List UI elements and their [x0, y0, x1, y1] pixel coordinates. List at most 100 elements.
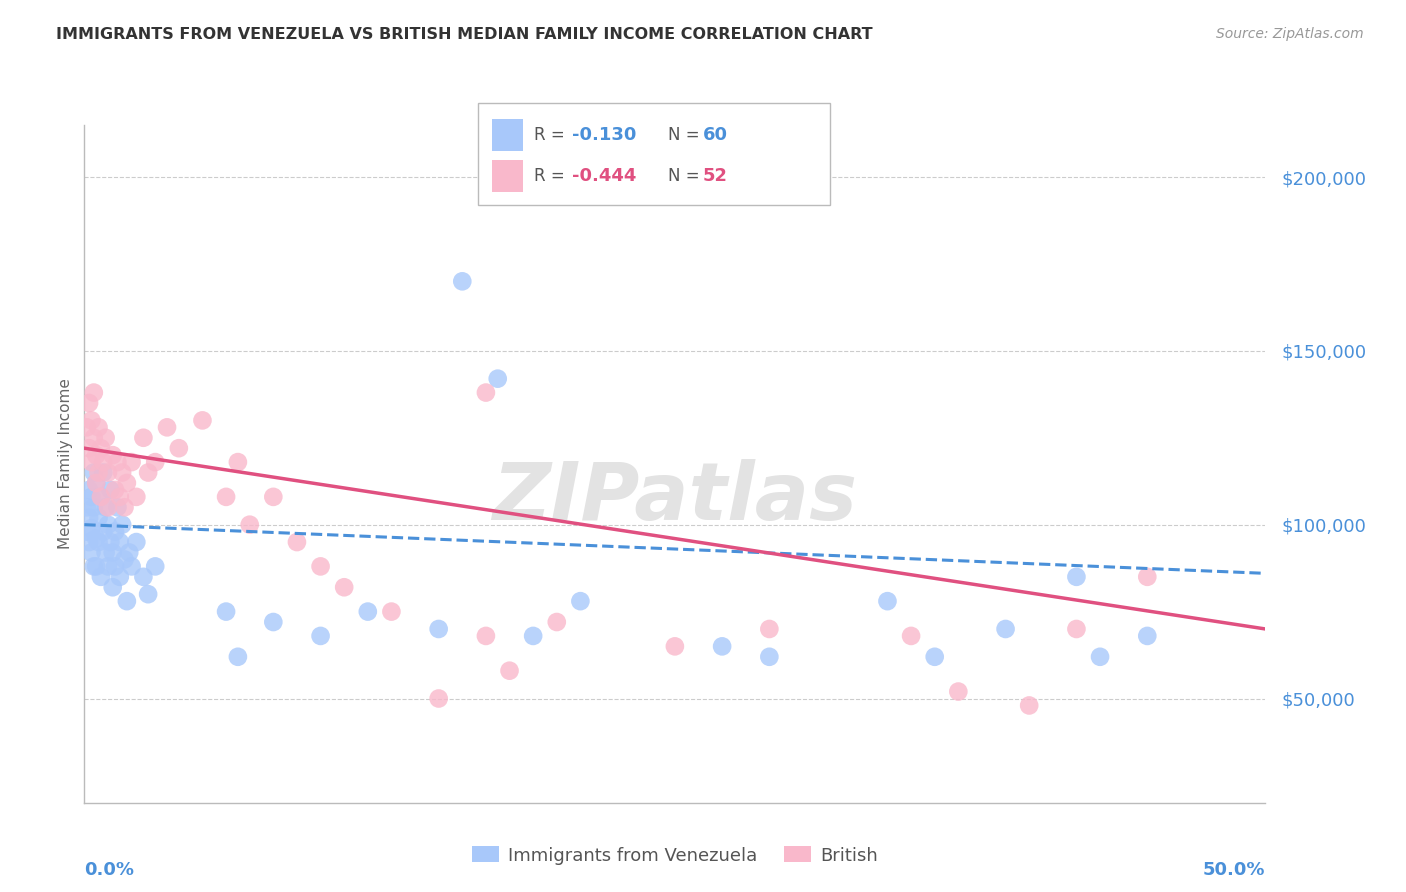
- Point: [900, 629, 922, 643]
- Point: [191, 413, 214, 427]
- Point: [80, 455, 103, 469]
- Point: [132, 431, 155, 445]
- Point: [285, 535, 308, 549]
- Point: [132, 570, 155, 584]
- Point: [758, 649, 780, 664]
- Point: [90, 570, 112, 584]
- Point: [226, 649, 249, 664]
- Text: ZIPatlas: ZIPatlas: [492, 458, 858, 537]
- Point: [94, 431, 117, 445]
- Point: [83, 431, 105, 445]
- Point: [262, 615, 284, 629]
- Point: [475, 385, 498, 400]
- Point: [215, 490, 238, 504]
- Point: [87, 420, 110, 434]
- Point: [427, 691, 450, 706]
- Point: [948, 684, 970, 698]
- Point: [1088, 649, 1111, 664]
- Point: [77, 535, 100, 549]
- Point: [83, 385, 105, 400]
- Point: [84, 475, 107, 490]
- Point: [546, 615, 568, 629]
- Point: [94, 545, 117, 559]
- Point: [380, 605, 402, 619]
- Point: [101, 448, 124, 462]
- Point: [451, 274, 474, 288]
- Point: [108, 535, 131, 549]
- Point: [711, 640, 734, 654]
- Point: [239, 517, 262, 532]
- Text: -0.130: -0.130: [572, 127, 637, 145]
- Text: -0.444: -0.444: [572, 168, 637, 186]
- Point: [125, 535, 148, 549]
- Point: [111, 466, 134, 480]
- Text: N =: N =: [668, 127, 704, 145]
- Point: [76, 524, 98, 539]
- Point: [924, 649, 946, 664]
- Point: [87, 466, 110, 480]
- Point: [107, 455, 129, 469]
- Point: [121, 559, 143, 574]
- Point: [107, 500, 129, 515]
- Point: [91, 466, 114, 480]
- Legend: Immigrants from Venezuela, British: Immigrants from Venezuela, British: [464, 839, 886, 871]
- Point: [80, 545, 103, 559]
- Point: [876, 594, 898, 608]
- Point: [77, 510, 100, 524]
- Point: [83, 500, 105, 515]
- Point: [108, 570, 131, 584]
- Point: [114, 500, 136, 515]
- Point: [309, 559, 332, 574]
- Point: [80, 521, 103, 535]
- Point: [569, 594, 592, 608]
- Point: [118, 545, 141, 559]
- Point: [125, 490, 148, 504]
- Point: [104, 559, 127, 574]
- Point: [758, 622, 780, 636]
- Point: [167, 441, 190, 455]
- Text: 52: 52: [703, 168, 728, 186]
- Point: [77, 396, 100, 410]
- Point: [143, 559, 166, 574]
- Point: [97, 559, 120, 574]
- Point: [333, 580, 356, 594]
- Point: [84, 532, 107, 546]
- Text: 0.0%: 0.0%: [84, 861, 135, 879]
- Point: [664, 640, 686, 654]
- Text: 60: 60: [703, 127, 728, 145]
- Point: [136, 587, 159, 601]
- Point: [309, 629, 332, 643]
- Point: [108, 490, 131, 504]
- Point: [84, 475, 107, 490]
- Point: [90, 490, 112, 504]
- Point: [90, 490, 112, 504]
- Point: [215, 605, 238, 619]
- Point: [97, 466, 120, 480]
- Text: R =: R =: [534, 168, 571, 186]
- Point: [87, 510, 110, 524]
- Point: [101, 580, 124, 594]
- Point: [90, 441, 112, 455]
- Text: R =: R =: [534, 127, 571, 145]
- Point: [427, 622, 450, 636]
- Point: [121, 455, 143, 469]
- Point: [143, 455, 166, 469]
- Point: [994, 622, 1017, 636]
- Point: [91, 455, 114, 469]
- Point: [87, 535, 110, 549]
- Point: [498, 664, 520, 678]
- Point: [76, 500, 98, 515]
- Point: [91, 524, 114, 539]
- Point: [357, 605, 380, 619]
- Text: IMMIGRANTS FROM VENEZUELA VS BRITISH MEDIAN FAMILY INCOME CORRELATION CHART: IMMIGRANTS FROM VENEZUELA VS BRITISH MED…: [56, 27, 873, 42]
- Point: [84, 448, 107, 462]
- Point: [1136, 570, 1159, 584]
- Point: [98, 483, 121, 497]
- Point: [136, 466, 159, 480]
- Point: [80, 490, 103, 504]
- Text: Source: ZipAtlas.com: Source: ZipAtlas.com: [1216, 27, 1364, 41]
- Point: [486, 372, 509, 386]
- Point: [115, 475, 138, 490]
- Point: [114, 552, 136, 566]
- Text: 50.0%: 50.0%: [1204, 861, 1265, 879]
